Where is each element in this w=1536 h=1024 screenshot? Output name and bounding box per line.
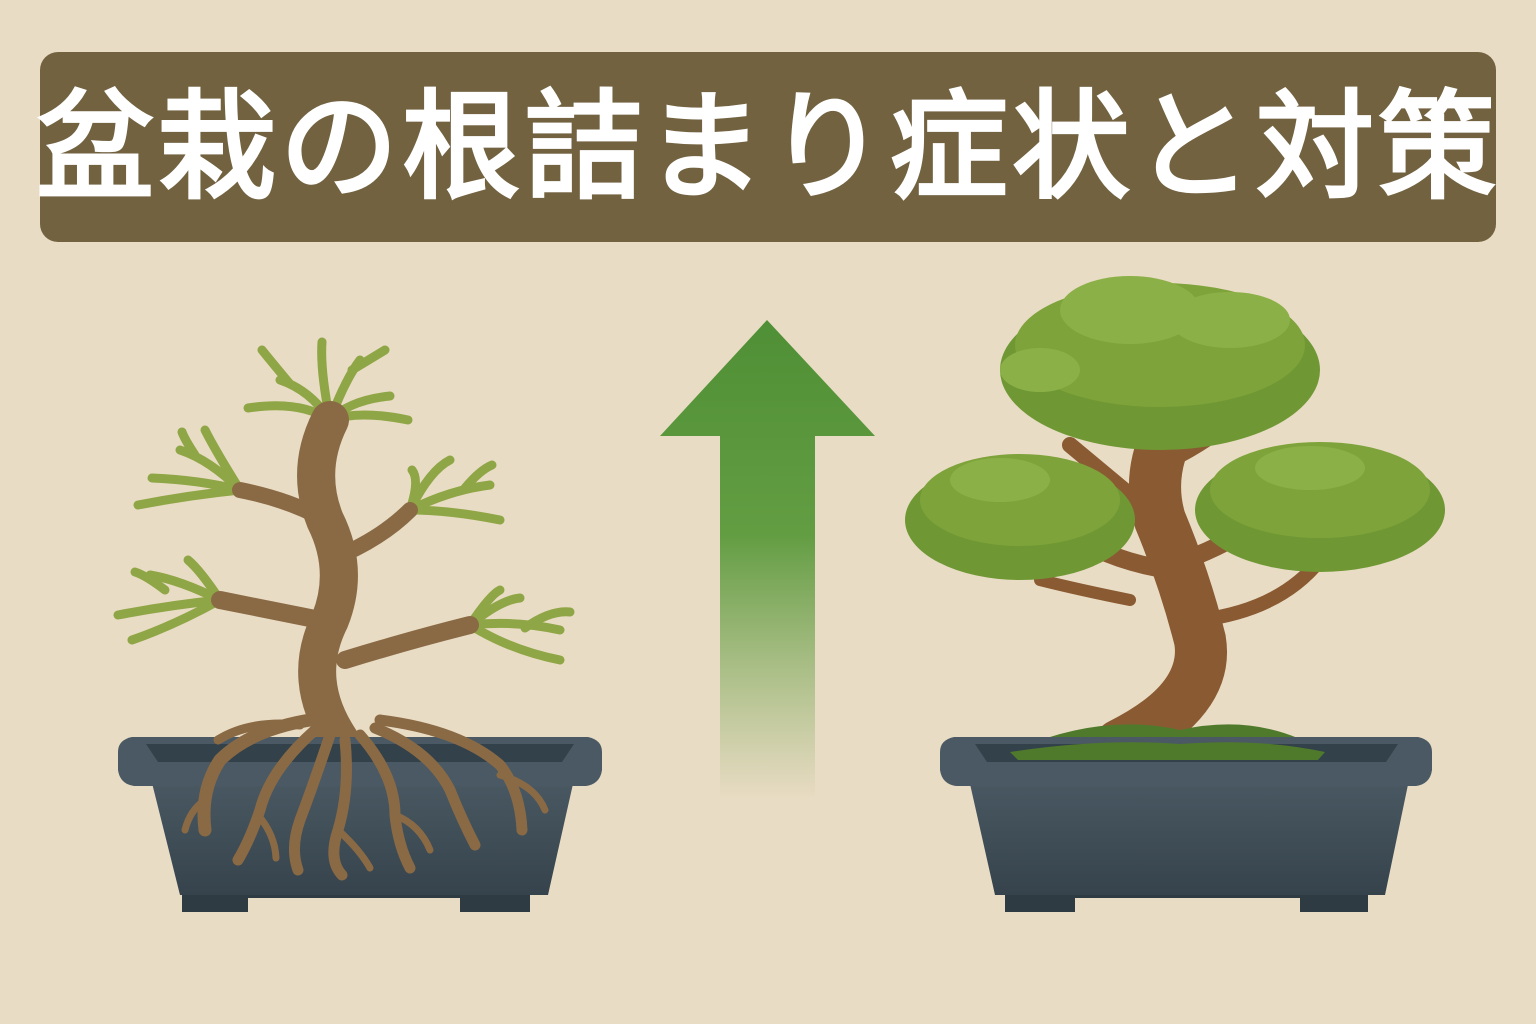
left-trunk <box>211 401 479 759</box>
title-banner: 盆栽の根詰まり症状と対策 <box>36 52 1496 242</box>
up-arrow-icon <box>660 320 875 800</box>
dense-foliage <box>905 276 1445 580</box>
left-bonsai <box>113 337 575 759</box>
right-bonsai <box>905 276 1445 771</box>
page-title: 盆栽の根詰まり症状と対策 <box>36 78 1501 216</box>
exposed-roots <box>181 713 549 881</box>
left-pot <box>118 737 602 912</box>
right-pot <box>940 737 1432 912</box>
